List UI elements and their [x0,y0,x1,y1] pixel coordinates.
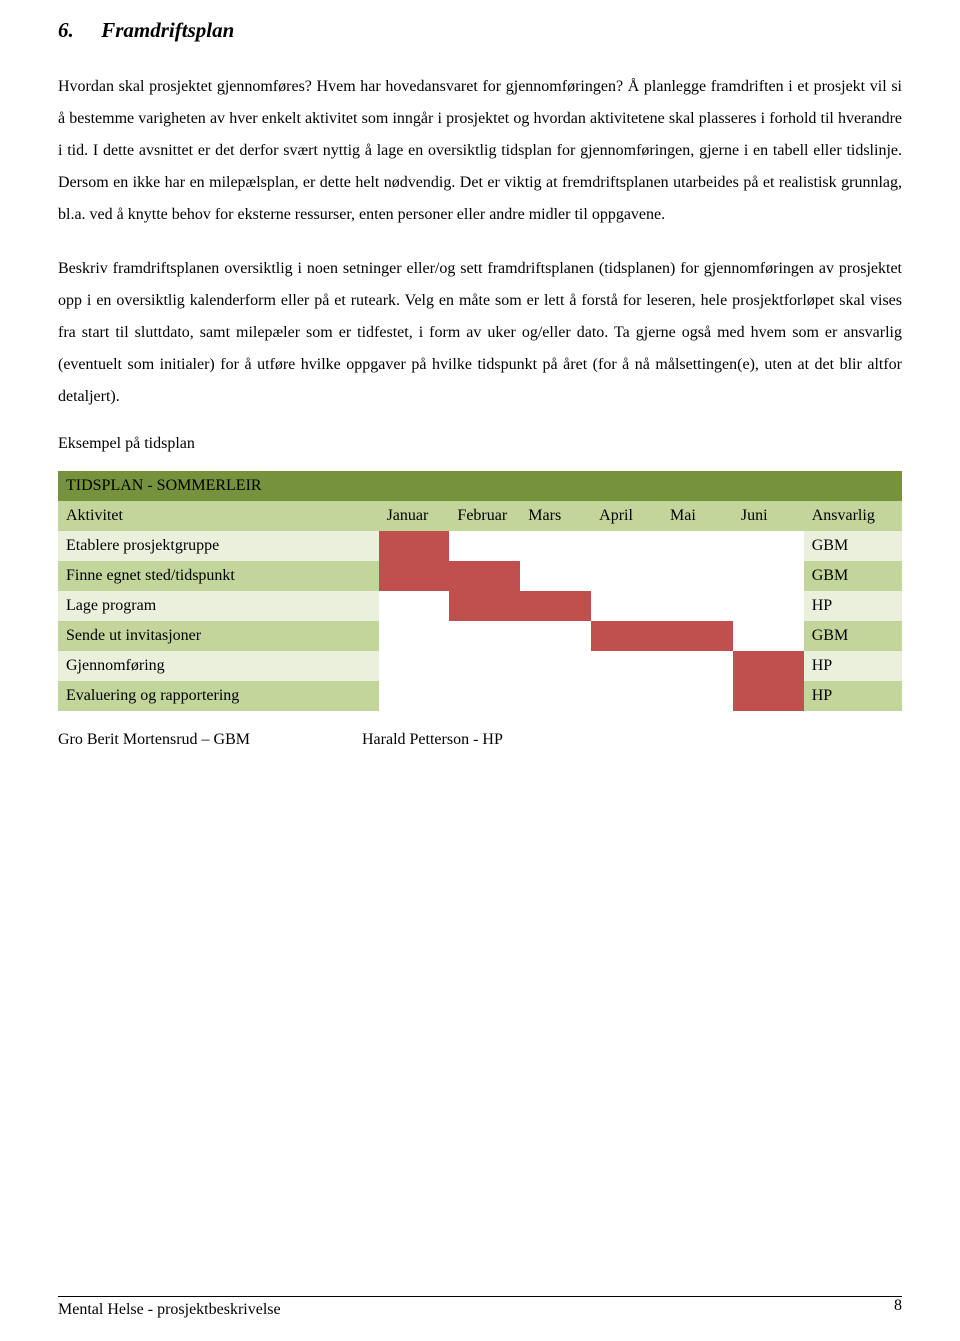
gantt-cell-empty [662,531,733,561]
page-number: 8 [894,1297,902,1315]
gantt-cell-empty [591,591,662,621]
gantt-cell-filled [591,621,662,651]
gantt-cell-filled [449,591,520,621]
table-column-header: Juni [733,501,804,531]
paragraph-1: Hvordan skal prosjektet gjennomføres? Hv… [58,71,902,231]
table-column-header: Mars [520,501,591,531]
table-column-header: Ansvarlig [804,501,902,531]
gantt-cell-empty [379,591,450,621]
heading-title: Framdriftsplan [101,18,234,42]
gantt-cell-filled [379,531,450,561]
gantt-cell-empty [662,561,733,591]
table-title: TIDSPLAN - SOMMERLEIR [58,471,902,501]
ansvarlig-cell: GBM [804,531,902,561]
gantt-cell-empty [591,681,662,711]
gantt-cell-empty [591,561,662,591]
example-label: Eksempel på tidsplan [58,435,902,453]
gantt-cell-empty [379,681,450,711]
gantt-cell-empty [591,531,662,561]
legend: Gro Berit Mortensrud – GBM Harald Petter… [58,731,902,749]
ansvarlig-cell: HP [804,591,902,621]
gantt-cell-empty [379,651,450,681]
gantt-cell-empty [733,531,804,561]
footer: Mental Helse - prosjektbeskrivelse 8 [58,1296,902,1319]
gantt-cell-filled [520,591,591,621]
gantt-cell-empty [591,651,662,681]
gantt-cell-empty [520,531,591,561]
legend-left: Gro Berit Mortensrud – GBM [58,731,358,749]
gantt-cell-empty [733,561,804,591]
gantt-cell-empty [520,561,591,591]
gantt-cell-filled [379,561,450,591]
gantt-cell-empty [449,531,520,561]
activity-cell: Gjennomføring [58,651,379,681]
gantt-cell-empty [662,651,733,681]
gantt-cell-empty [662,681,733,711]
gantt-cell-empty [449,681,520,711]
gantt-cell-empty [662,591,733,621]
gantt-cell-filled [733,681,804,711]
heading-number: 6. [58,18,96,43]
gantt-cell-empty [379,621,450,651]
ansvarlig-cell: HP [804,681,902,711]
activity-cell: Lage program [58,591,379,621]
ansvarlig-cell: GBM [804,621,902,651]
table-column-header: Januar [379,501,450,531]
ansvarlig-cell: GBM [804,561,902,591]
gantt-cell-filled [449,561,520,591]
gantt-cell-empty [733,591,804,621]
gantt-cell-empty [449,621,520,651]
activity-cell: Etablere prosjektgruppe [58,531,379,561]
activity-cell: Evaluering og rapportering [58,681,379,711]
gantt-cell-empty [733,621,804,651]
activity-cell: Sende ut invitasjoner [58,621,379,651]
gantt-cell-empty [520,621,591,651]
table-column-header: Mai [662,501,733,531]
gantt-cell-filled [662,621,733,651]
footer-text: Mental Helse - prosjektbeskrivelse [58,1301,281,1318]
section-heading: 6. Framdriftsplan [58,18,902,43]
gantt-cell-empty [449,651,520,681]
gantt-cell-empty [520,681,591,711]
table-column-header: April [591,501,662,531]
tidsplan-table: TIDSPLAN - SOMMERLEIRAktivitetJanuarFebr… [58,471,902,711]
table-column-header: Februar [449,501,520,531]
paragraph-2: Beskriv framdriftsplanen oversiktlig i n… [58,253,902,413]
ansvarlig-cell: HP [804,651,902,681]
activity-cell: Finne egnet sted/tidspunkt [58,561,379,591]
gantt-cell-filled [733,651,804,681]
gantt-cell-empty [520,651,591,681]
table-column-header: Aktivitet [58,501,379,531]
legend-right: Harald Petterson - HP [362,731,503,748]
